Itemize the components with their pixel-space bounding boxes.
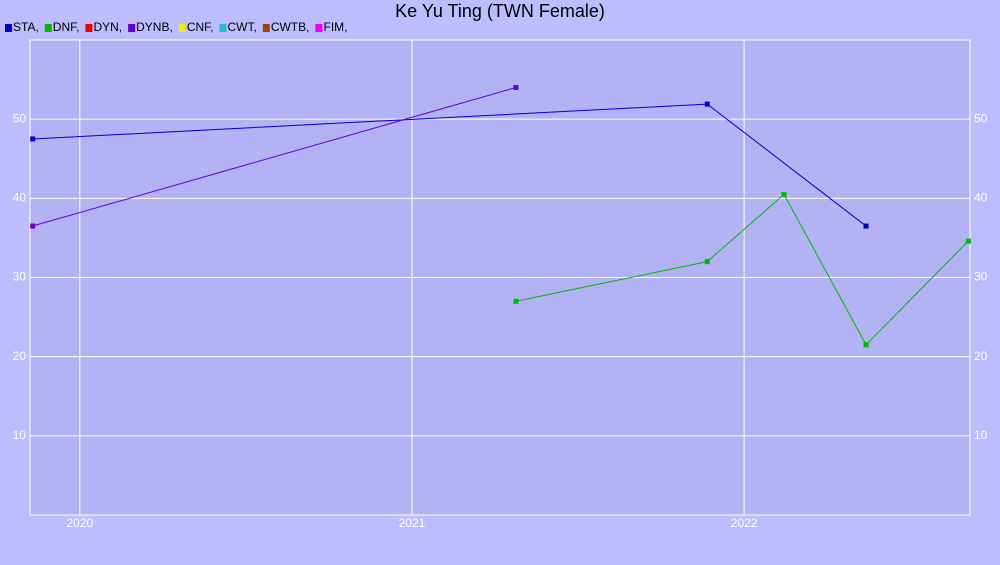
y-tick-label: 40 — [13, 191, 27, 205]
legend-label: CNF, — [187, 20, 214, 34]
y-tick-label-right: 10 — [974, 428, 988, 442]
legend-swatch — [219, 24, 227, 32]
legend-swatch — [128, 24, 136, 32]
y-tick-label: 50 — [13, 111, 27, 125]
data-point — [781, 191, 787, 197]
data-point — [863, 342, 869, 348]
x-tick-label: 2022 — [731, 516, 758, 530]
data-point — [704, 101, 710, 107]
legend-swatch — [44, 24, 52, 32]
legend-swatch — [85, 24, 93, 32]
x-tick-label: 2021 — [399, 516, 426, 530]
y-tick-label: 10 — [13, 428, 27, 442]
legend-swatch — [315, 24, 323, 32]
legend-label: FIM, — [323, 20, 347, 34]
y-tick-label-right: 20 — [974, 349, 988, 363]
legend-label: DYN, — [93, 20, 122, 34]
y-tick-label: 30 — [13, 270, 27, 284]
chart-title: Ke Yu Ting (TWN Female) — [395, 1, 605, 21]
data-point — [30, 223, 36, 229]
legend-label: CWT, — [227, 20, 256, 34]
x-tick-label: 2020 — [66, 516, 93, 530]
data-point — [704, 259, 710, 265]
y-tick-label-right: 40 — [974, 191, 988, 205]
data-point — [863, 223, 869, 229]
data-point — [965, 238, 971, 244]
data-point — [513, 298, 519, 304]
legend-label: DNF, — [53, 20, 80, 34]
legend-swatch — [178, 24, 186, 32]
legend-label: DYNB, — [136, 20, 173, 34]
data-point — [513, 85, 519, 90]
legend-label: CWTB, — [271, 20, 310, 34]
y-tick-label: 20 — [13, 349, 27, 363]
legend-swatch — [5, 24, 12, 32]
y-tick-label-right: 30 — [974, 270, 988, 284]
series-line — [32, 87, 517, 227]
y-tick-label-right: 50 — [974, 111, 988, 125]
legend-label: STA, — [13, 20, 39, 34]
legend-swatch — [262, 24, 270, 32]
data-point — [30, 136, 36, 142]
